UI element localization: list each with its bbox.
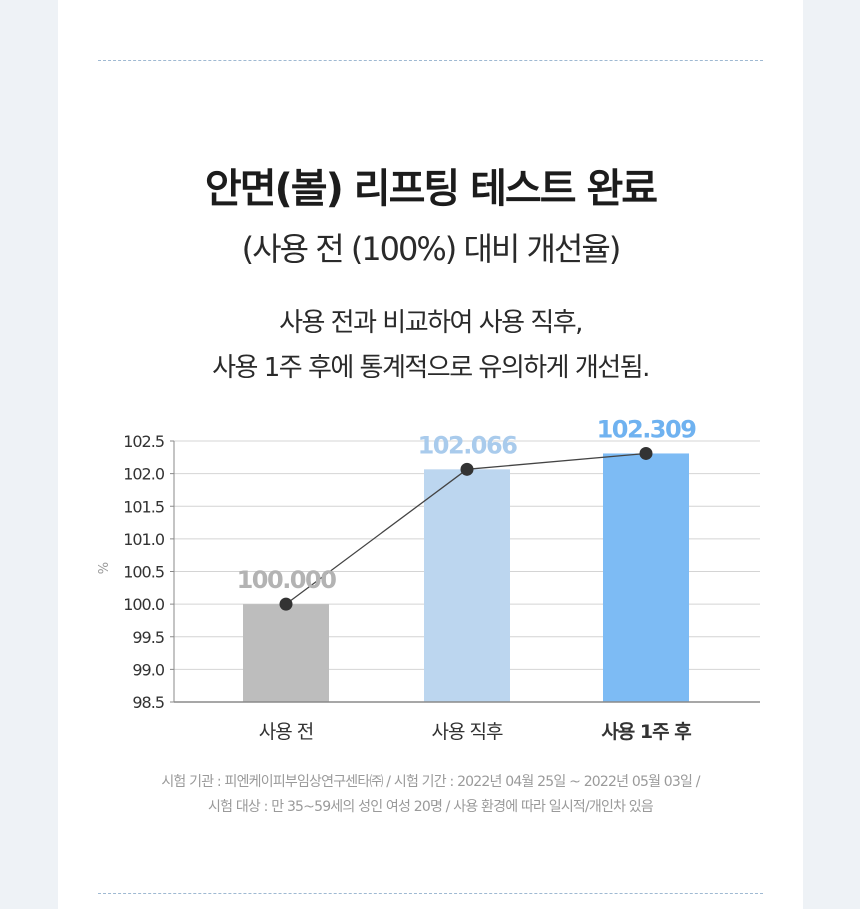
x-tick-label-3: 사용 1주 후	[601, 721, 691, 743]
bar-2	[424, 469, 510, 702]
description-line-2: 사용 1주 후에 통계적으로 유의하게 개선됨.	[212, 353, 650, 383]
data-points	[279, 446, 653, 611]
page-subtitle: (사용 전 (100%) 대비 개선율)	[241, 230, 622, 268]
page-title: 안면(볼) 리프팅 테스트 완료	[204, 166, 658, 212]
y-tick-label: 101.5	[123, 497, 164, 516]
y-tick-label: 99.0	[132, 660, 164, 679]
top-divider	[98, 60, 763, 61]
description-line-1: 사용 전과 비교하여 사용 직후,	[279, 308, 583, 338]
y-tick-label: 98.5	[132, 693, 164, 712]
y-tick-label: 99.5	[132, 628, 164, 647]
y-axis-label: %	[97, 562, 112, 574]
y-tick-labels: 102.5 102.0 101.5 101.0 100.5 100.0 99.5 99.0 98…	[123, 432, 166, 712]
value-labels: 100.000 102.066 102.309	[237, 415, 698, 594]
y-tick-label: 100.0	[123, 595, 165, 614]
bar-chart: 102.5 102.0 101.5 101.0 100.5 100.0 99.5 99.0 98…	[97, 415, 760, 743]
x-tick-labels: 사용 전 사용 직후 사용 1주 후	[259, 721, 692, 743]
content-card: 안면(볼) 리프팅 테스트 완료 (사용 전 (100%) 대비 개선율) 사용…	[58, 0, 803, 909]
footnote-line-1: 시험 기관 : 피엔케이피부임상연구센타㈜ / 시험 기간 : 2022년 04…	[161, 774, 700, 790]
data-point-2	[460, 462, 474, 476]
bottom-divider	[98, 893, 763, 894]
data-point-1	[279, 597, 293, 611]
bars	[243, 453, 689, 702]
axes	[170, 440, 760, 703]
y-tick-label: 102.0	[123, 465, 165, 484]
x-tick-label-1: 사용 전	[259, 721, 313, 743]
footnote-line-2: 시험 대상 : 만 35~59세의 성인 여성 20명 / 사용 환경에 따라 …	[208, 799, 654, 815]
y-tick-label: 100.5	[123, 563, 164, 582]
y-tick-label: 102.5	[123, 432, 164, 451]
value-label-1: 100.000	[237, 566, 337, 594]
data-point-3	[639, 446, 653, 460]
y-tick-label: 101.0	[123, 530, 165, 549]
value-label-3: 102.309	[597, 415, 697, 443]
bar-1	[243, 604, 329, 702]
x-tick-label-2: 사용 직후	[432, 721, 503, 743]
bar-3	[603, 453, 689, 702]
value-label-2: 102.066	[418, 431, 518, 459]
